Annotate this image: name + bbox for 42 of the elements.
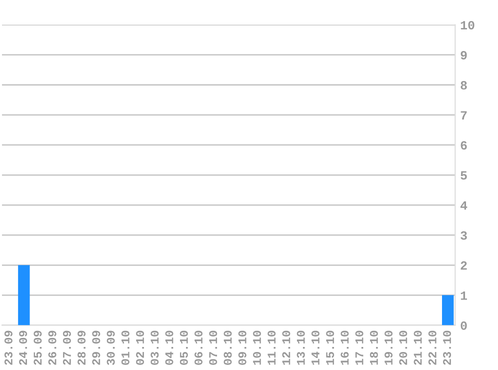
x-tick-label: 26.09 bbox=[48, 330, 56, 365]
x-tick-label: 02.10 bbox=[136, 330, 144, 365]
x-tick-label: 20.10 bbox=[399, 330, 408, 365]
x-tick-label: 07.10 bbox=[209, 330, 218, 365]
x-tick-label: 14.10 bbox=[311, 330, 320, 365]
x-tick-label: 01.10 bbox=[121, 330, 130, 365]
x-tick-label: 27.09 bbox=[62, 330, 71, 365]
x-tick-label: 23.10 bbox=[443, 330, 452, 365]
x-tick-label: 05.10 bbox=[180, 330, 188, 365]
x-tick-label: 23.09 bbox=[4, 330, 12, 365]
x-tick-label: 08.10 bbox=[224, 330, 232, 365]
y-tick-label: 3 bbox=[460, 231, 467, 240]
x-tick-label: 28.09 bbox=[78, 330, 86, 365]
y-tick-label: 9 bbox=[460, 51, 467, 60]
x-tick-label: 24.09 bbox=[19, 330, 28, 365]
x-tick-label: 22.10 bbox=[428, 330, 436, 365]
x-tick-label: 11.10 bbox=[268, 330, 276, 365]
x-tick-label: 29.09 bbox=[92, 330, 100, 365]
x-tick-label: 09.10 bbox=[238, 330, 246, 365]
x-tick-label: 30.09 bbox=[106, 330, 115, 365]
x-tick-label: 13.10 bbox=[296, 330, 305, 365]
y-tick-label: 2 bbox=[460, 261, 467, 270]
y-tick-label: 8 bbox=[460, 81, 467, 90]
x-tick-label: 12.10 bbox=[282, 330, 290, 365]
y-tick-label: 0 bbox=[460, 321, 467, 330]
x-tick-label: 18.10 bbox=[370, 330, 378, 365]
x-tick-label: 04.10 bbox=[165, 330, 174, 365]
x-tick-label: 17.10 bbox=[355, 330, 364, 365]
x-tick-label: 16.10 bbox=[340, 330, 349, 365]
x-tick-label: 15.10 bbox=[326, 330, 334, 365]
x-tick-label: 21.10 bbox=[414, 330, 422, 365]
y-tick-label: 6 bbox=[460, 141, 467, 150]
x-tick-label: 06.10 bbox=[194, 330, 203, 365]
y-tick-label: 4 bbox=[460, 201, 468, 210]
x-tick-label: 19.10 bbox=[384, 330, 393, 365]
x-tick-label: 03.10 bbox=[150, 330, 159, 365]
y-tick-label: 7 bbox=[460, 111, 467, 120]
y-tick-label: 1 bbox=[460, 291, 468, 300]
x-tick-label: 25.09 bbox=[34, 330, 42, 365]
y-tick-label: 5 bbox=[460, 171, 467, 180]
x-tick-label: 10.10 bbox=[252, 330, 261, 365]
y-tick-label: 10 bbox=[460, 20, 474, 30]
